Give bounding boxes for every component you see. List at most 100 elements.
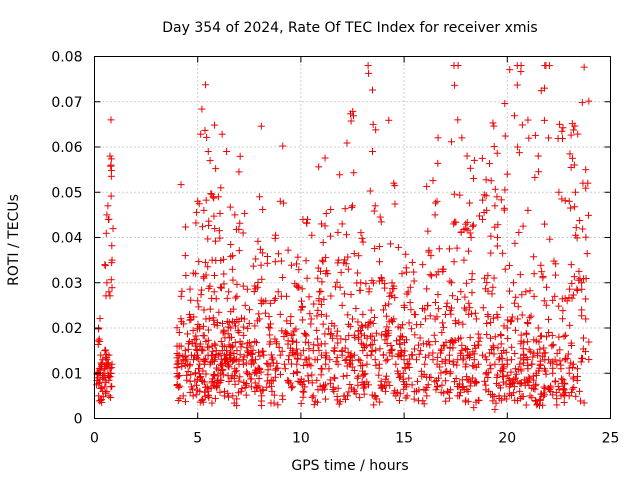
data-point <box>203 133 211 141</box>
data-point <box>297 399 305 407</box>
data-point <box>348 384 356 392</box>
data-point <box>342 260 350 268</box>
data-point <box>415 350 423 358</box>
data-point <box>357 362 365 370</box>
data-point <box>101 261 109 269</box>
data-point <box>498 361 506 369</box>
data-point <box>455 392 463 400</box>
data-point <box>456 191 464 199</box>
data-point <box>259 206 267 214</box>
data-point <box>249 356 257 364</box>
y-tick-label: 0 <box>74 412 83 428</box>
data-point <box>327 206 335 214</box>
data-point <box>454 335 462 343</box>
data-point <box>344 311 352 319</box>
data-point <box>108 382 116 390</box>
data-point <box>225 393 233 401</box>
data-point <box>233 402 241 410</box>
data-point <box>403 268 411 276</box>
data-point <box>406 283 414 291</box>
data-point <box>381 336 389 344</box>
data-point <box>582 184 590 192</box>
data-point <box>96 375 104 383</box>
data-point <box>553 401 561 409</box>
data-point <box>489 283 497 291</box>
data-point <box>376 398 384 406</box>
data-point <box>576 217 584 225</box>
data-point <box>530 253 538 261</box>
data-point <box>205 315 213 323</box>
data-point <box>233 395 241 403</box>
data-point <box>519 393 527 401</box>
data-point <box>573 234 581 242</box>
data-point <box>182 223 190 231</box>
data-point <box>255 382 263 390</box>
data-point <box>378 331 386 339</box>
data-point <box>513 377 521 385</box>
data-point <box>502 348 510 356</box>
data-point <box>390 285 398 293</box>
data-point <box>236 351 244 359</box>
data-point <box>204 387 212 395</box>
data-point <box>529 353 537 361</box>
data-point <box>353 279 361 287</box>
data-point <box>539 353 547 361</box>
data-point <box>379 351 387 359</box>
data-point <box>404 360 412 368</box>
data-point <box>553 360 561 368</box>
data-point <box>422 373 430 381</box>
data-point <box>253 383 261 391</box>
data-point <box>579 225 587 233</box>
data-point <box>317 340 325 348</box>
data-point <box>272 365 280 373</box>
chart-title: Day 354 of 2024, Rate Of TEC Index for r… <box>162 20 537 36</box>
data-point <box>183 371 191 379</box>
data-point <box>551 356 559 364</box>
data-point <box>262 309 270 317</box>
data-point <box>179 352 187 360</box>
y-tick-label: 0.06 <box>51 140 82 156</box>
data-point <box>295 266 303 274</box>
data-point <box>240 353 248 361</box>
data-point <box>306 310 314 318</box>
data-point <box>400 304 408 312</box>
data-point <box>352 305 360 313</box>
data-point <box>436 363 444 371</box>
data-point <box>317 287 325 295</box>
data-point <box>461 293 469 301</box>
data-point <box>468 276 476 284</box>
data-point <box>266 324 274 332</box>
data-point <box>177 292 185 300</box>
data-point <box>175 329 183 337</box>
data-point <box>545 134 553 142</box>
data-point <box>372 395 380 403</box>
grid-lines <box>94 56 611 419</box>
data-point <box>223 294 231 302</box>
data-point <box>217 369 225 377</box>
data-point <box>241 209 249 217</box>
data-point <box>238 385 246 393</box>
data-point <box>354 318 362 326</box>
data-point <box>317 365 325 373</box>
data-point <box>212 364 220 372</box>
data-point <box>511 239 519 247</box>
data-point <box>218 319 226 327</box>
data-point <box>205 222 213 230</box>
data-point <box>326 356 334 364</box>
data-point <box>232 355 240 363</box>
data-point <box>212 165 220 173</box>
data-point <box>211 394 219 402</box>
data-point <box>484 374 492 382</box>
data-point <box>355 335 363 343</box>
data-point <box>289 383 297 391</box>
data-point <box>105 372 113 380</box>
data-point <box>452 218 460 226</box>
data-point <box>500 378 508 386</box>
data-point <box>531 131 539 139</box>
data-point <box>208 399 216 407</box>
data-point <box>102 389 110 397</box>
data-point <box>492 399 500 407</box>
data-point <box>434 353 442 361</box>
data-point <box>327 232 335 240</box>
data-point <box>512 370 520 378</box>
